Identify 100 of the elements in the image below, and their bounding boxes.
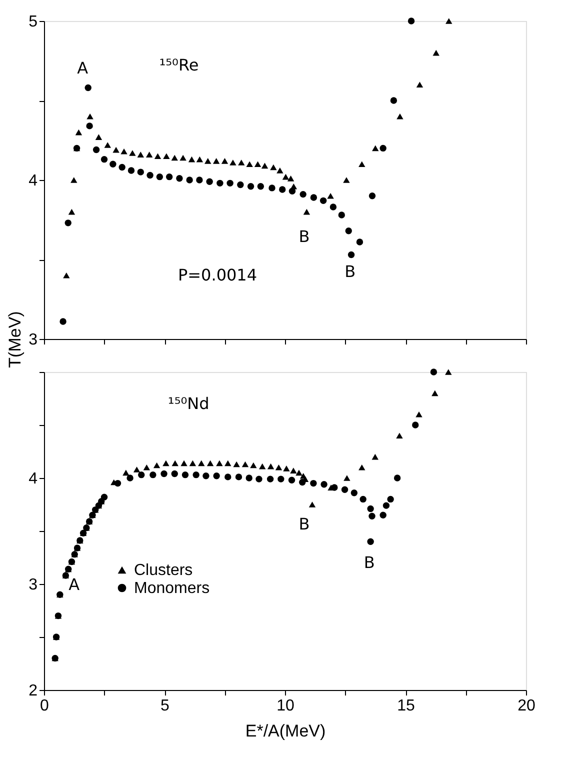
annotation: B (344, 262, 356, 282)
point (129, 150, 136, 156)
y-tick-label: 3 (28, 332, 38, 348)
y-tick-label: 4 (28, 470, 38, 488)
point (84, 84, 92, 92)
point (320, 481, 328, 488)
point (416, 411, 422, 418)
point (60, 318, 66, 325)
point (138, 471, 145, 478)
point (68, 208, 76, 215)
point (432, 390, 438, 396)
point (282, 174, 290, 180)
annotation: ¹⁵⁰Re (159, 56, 199, 75)
point (341, 486, 348, 494)
point (110, 160, 116, 168)
point (206, 460, 214, 466)
point (180, 460, 188, 466)
point (246, 474, 252, 482)
point (196, 156, 204, 162)
point (162, 460, 170, 466)
point (75, 129, 82, 136)
point (296, 470, 302, 476)
point (237, 181, 244, 188)
point (226, 180, 234, 187)
point (412, 422, 419, 428)
point (288, 476, 296, 484)
point (238, 160, 245, 166)
point (156, 173, 164, 180)
point (70, 177, 78, 183)
point (114, 480, 122, 487)
point (180, 154, 186, 161)
point (367, 538, 374, 545)
point (242, 461, 249, 468)
point (287, 176, 294, 182)
point (163, 153, 170, 160)
point (189, 460, 196, 466)
point (275, 464, 282, 470)
point (198, 460, 205, 466)
point (290, 468, 297, 474)
point (192, 471, 200, 478)
x-axis-title: E*/A(MeV) (245, 722, 326, 740)
point (224, 460, 232, 466)
point (246, 161, 253, 168)
point (446, 18, 452, 24)
point (266, 476, 274, 482)
legend-label: Clusters (134, 562, 193, 579)
point (382, 502, 390, 509)
point (154, 153, 162, 160)
point (188, 156, 196, 162)
point (387, 496, 394, 503)
point (122, 470, 130, 476)
point (202, 472, 210, 480)
point (256, 476, 262, 482)
point (160, 470, 168, 478)
point (348, 251, 355, 258)
annotation: B (364, 552, 375, 572)
point (278, 186, 286, 193)
point (196, 176, 203, 184)
point (257, 183, 264, 190)
annotation: A (68, 575, 80, 594)
point (278, 476, 284, 482)
point (104, 142, 111, 148)
point (204, 158, 212, 164)
point (64, 220, 72, 226)
x-tick-label: 20 (518, 698, 536, 714)
point (380, 144, 386, 152)
annotation: B (298, 227, 310, 246)
point (137, 168, 144, 176)
point (343, 177, 350, 183)
point (380, 512, 386, 518)
point (303, 208, 310, 215)
y-tick-label: 3 (28, 576, 38, 594)
y-tick-label: 4 (28, 172, 38, 190)
point (235, 474, 242, 480)
point (394, 474, 401, 482)
point (344, 475, 350, 481)
point (368, 192, 376, 200)
x-tick-label: 10 (276, 698, 294, 714)
point (153, 462, 160, 468)
point (230, 160, 236, 166)
point (146, 152, 153, 158)
point (150, 471, 156, 478)
point (212, 158, 220, 164)
point (182, 471, 189, 478)
point (300, 190, 306, 198)
point (261, 162, 268, 169)
point (254, 161, 262, 168)
point (350, 489, 358, 496)
point (408, 18, 415, 24)
point (358, 464, 366, 470)
point (166, 173, 173, 180)
point (445, 369, 452, 375)
point (233, 461, 240, 468)
point (247, 183, 254, 190)
point (299, 478, 306, 486)
point (367, 505, 374, 512)
point (327, 192, 334, 199)
point (416, 82, 424, 88)
point (432, 50, 440, 56)
point (270, 164, 277, 170)
